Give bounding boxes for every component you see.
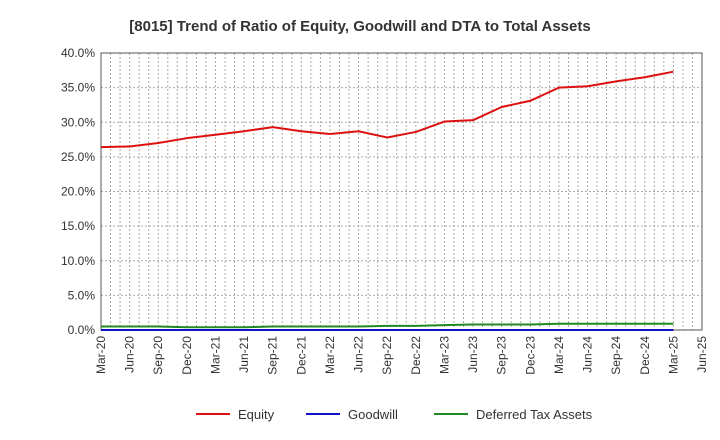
y-tick-label: 20.0%	[61, 185, 95, 199]
x-tick-label: Jun-21	[237, 336, 251, 373]
x-tick-label: Dec-23	[523, 336, 537, 375]
y-tick-label: 40.0%	[61, 46, 95, 60]
y-tick-label: 35.0%	[61, 81, 95, 95]
x-tick-label: Jun-20	[123, 336, 137, 373]
x-tick-label: Jun-24	[581, 336, 595, 373]
x-tick-label: Sep-20	[151, 336, 165, 375]
series-lines	[100, 70, 674, 331]
x-tick-label: Mar-24	[552, 336, 566, 374]
legend-label-equity: Equity	[238, 407, 275, 422]
x-tick-label: Sep-24	[609, 336, 623, 375]
series-line-equity	[100, 70, 674, 149]
y-tick-label: 30.0%	[61, 115, 95, 129]
y-tick-label: 10.0%	[61, 254, 95, 268]
x-tick-label: Dec-21	[294, 336, 308, 375]
x-tick-label: Mar-25	[666, 336, 680, 374]
x-tick-label: Sep-21	[266, 336, 280, 375]
y-axis: 0.0% 5.0% 10.0% 15.0% 20.0% 25.0% 30.0% 35.0% 40…	[61, 46, 95, 337]
x-tick-label: Sep-22	[380, 336, 394, 375]
grid	[100, 52, 703, 331]
x-tick-label: Mar-21	[208, 336, 222, 374]
y-tick-label: 0.0%	[68, 323, 96, 337]
x-tick-label: Mar-22	[323, 336, 337, 374]
x-tick-label: Sep-23	[495, 336, 509, 375]
x-tick-label: Jun-23	[466, 336, 480, 373]
x-axis: Mar-20 Jun-20 Sep-20 Dec-20 Mar-21 Jun-21 Sep-…	[94, 336, 709, 375]
legend-label-deferred-tax-assets: Deferred Tax Assets	[476, 407, 593, 422]
x-tick-label: Dec-24	[638, 336, 652, 375]
legend: Equity Goodwill Deferred Tax Assets	[196, 407, 593, 422]
chart-title: [8015] Trend of Ratio of Equity, Goodwil…	[129, 18, 590, 35]
series-line-deferred-tax-assets	[101, 322, 674, 329]
legend-label-goodwill: Goodwill	[348, 407, 398, 422]
x-tick-label: Jun-25	[695, 336, 709, 373]
y-tick-label: 15.0%	[61, 219, 95, 233]
y-tick-label: 5.0%	[68, 288, 96, 302]
x-tick-label: Dec-20	[180, 336, 194, 375]
x-tick-label: Mar-20	[94, 336, 108, 374]
y-tick-label: 25.0%	[61, 150, 95, 164]
x-tick-label: Dec-22	[409, 336, 423, 375]
x-tick-label: Jun-22	[352, 336, 366, 373]
x-tick-label: Mar-23	[437, 336, 451, 374]
